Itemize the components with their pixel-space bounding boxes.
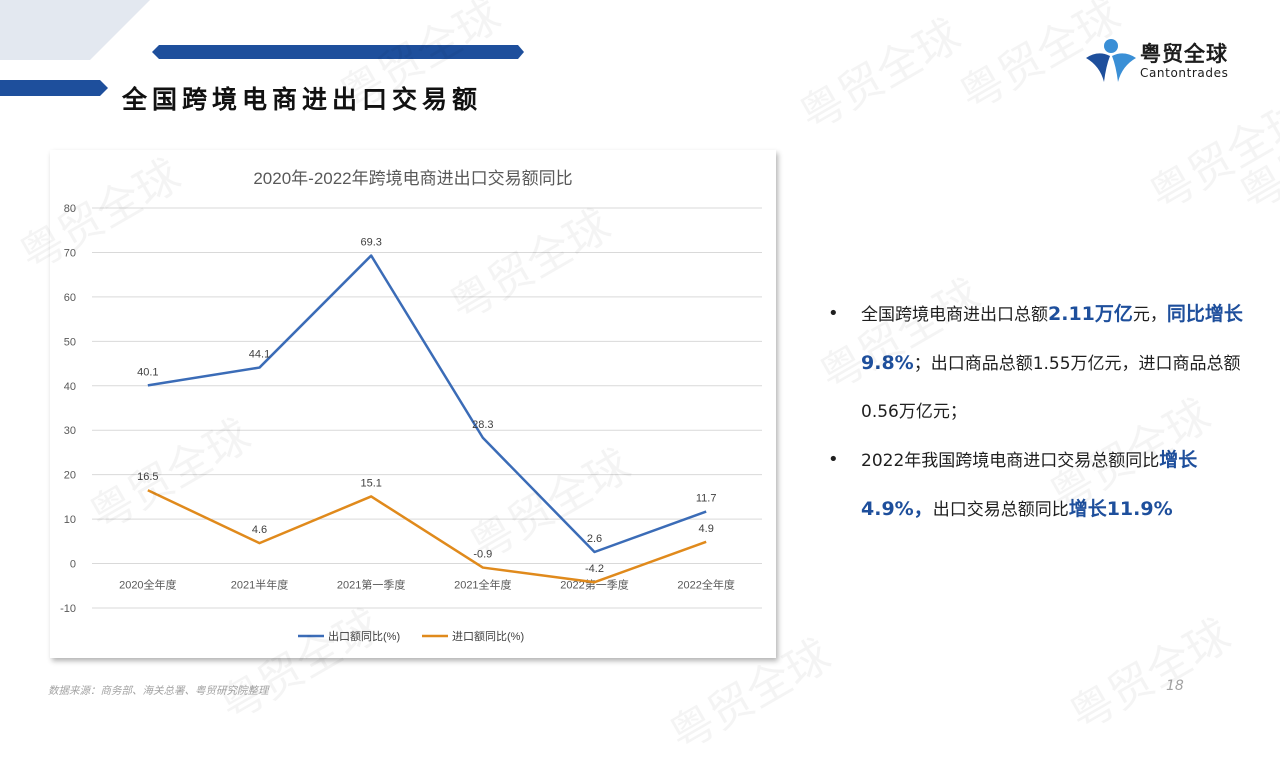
- highlight-text: 同比增长9.8%: [861, 303, 1243, 374]
- watermark-text: 粤贸全球: [1136, 80, 1280, 223]
- bullet-dot-icon: •: [828, 303, 839, 324]
- y-tick-label: 40: [64, 381, 76, 393]
- data-label: 2.6: [587, 533, 602, 545]
- highlight-text: 增长4.9%，: [861, 449, 1198, 520]
- bullet-text: 元，: [1132, 305, 1167, 325]
- data-label: -4.2: [585, 563, 604, 575]
- x-tick-label: 2020全年度: [119, 578, 176, 592]
- y-tick-label: 50: [64, 336, 76, 348]
- x-tick-label: 2021第一季度: [337, 578, 405, 592]
- data-label: -0.9: [473, 549, 492, 561]
- bullet-text: ；出口商品总额1.55万亿元，进口商品总额0.56万亿元；: [861, 354, 1241, 422]
- highlight-text: 增长11.9%: [1068, 498, 1173, 520]
- chart-card: 2020年-2022年跨境电商进出口交易额同比 -10 0 10 20 30 40 50 60…: [50, 150, 776, 658]
- summary-bullets: • 全国跨境电商进出口总额2.11万亿元，同比增长9.8%；出口商品总额1.55万…: [826, 290, 1246, 534]
- chart-legend: 出口额同比(%) 进口额同比(%): [298, 629, 524, 643]
- y-axis-ticks: -10 0 10 20 30 40 50 60 70 80: [60, 203, 76, 615]
- data-label: 69.3: [360, 237, 381, 249]
- data-source-note: 数据来源：商务部、海关总署、粤贸研究院整理: [48, 685, 269, 697]
- cantontrades-logo: 粤贸全球 Cantontrades: [1084, 36, 1244, 86]
- bullet-text: 2022年我国跨境电商进口交易总额同比: [861, 451, 1160, 471]
- corner-decoration: [0, 0, 150, 60]
- bullet-text: 全国跨境电商进出口总额: [861, 305, 1048, 325]
- y-tick-label: 0: [70, 559, 76, 571]
- series-lines: [147, 254, 707, 584]
- legend-label: 进口额同比(%): [452, 630, 524, 643]
- data-label: 4.6: [252, 524, 267, 536]
- page-title: 全国跨境电商进出口交易额: [122, 85, 483, 114]
- x-tick-label: 2022全年度: [677, 578, 734, 592]
- logo-name-en: Cantontrades: [1140, 66, 1229, 80]
- logo-name-cn: 粤贸全球: [1140, 42, 1228, 66]
- header-accent-bar: [152, 45, 524, 59]
- line-chart: 2020年-2022年跨境电商进出口交易额同比 -10 0 10 20 30 40 50 60…: [60, 169, 762, 643]
- watermark-text: 粤贸全球: [1056, 600, 1240, 743]
- logo-mark-icon: [1086, 39, 1136, 82]
- bullet-item: • 2022年我国跨境电商进口交易总额同比增长4.9%，出口交易总额同比增长11.…: [826, 436, 1246, 534]
- data-label: 11.7: [696, 493, 717, 505]
- y-tick-label: 30: [64, 425, 76, 437]
- data-label: 44.1: [249, 349, 270, 361]
- watermark-text: 粤贸全球: [786, 0, 970, 143]
- legend-label: 出口额同比(%): [328, 629, 400, 643]
- y-tick-label: 70: [64, 247, 76, 259]
- data-label: 28.3: [472, 419, 493, 431]
- grid-lines: [92, 207, 762, 609]
- y-tick-label: 20: [64, 470, 76, 482]
- watermark-text: 粤贸全球: [1226, 80, 1280, 223]
- data-label: 16.5: [137, 471, 158, 483]
- title-accent-bar: [0, 80, 108, 96]
- series-line-export: [147, 254, 707, 554]
- bullet-item: • 全国跨境电商进出口总额2.11万亿元，同比增长9.8%；出口商品总额1.55万…: [826, 290, 1246, 436]
- y-tick-label: 80: [64, 203, 76, 215]
- chart-title: 2020年-2022年跨境电商进出口交易额同比: [253, 169, 572, 188]
- data-labels: 40.1 44.1 69.3 28.3 2.6 11.7 16.5 4.6 15.1 -0.9 -4…: [137, 237, 716, 576]
- y-tick-label: 10: [64, 514, 76, 526]
- y-tick-label: 60: [64, 292, 76, 304]
- series-line-import: [147, 489, 707, 584]
- page-number: 18: [1166, 678, 1184, 694]
- x-axis-ticks: 2020全年度 2021半年度 2021第一季度 2021全年度 2022第一季度 202…: [119, 578, 735, 592]
- data-label: 15.1: [360, 477, 381, 489]
- x-tick-label: 2021全年度: [454, 578, 511, 592]
- bullet-text: 出口交易总额同比: [932, 500, 1069, 520]
- x-tick-label: 2021半年度: [231, 578, 288, 592]
- highlight-text: 2.11万亿: [1048, 303, 1133, 325]
- y-tick-label: -10: [60, 603, 76, 615]
- data-label: 4.9: [699, 523, 714, 535]
- bullet-dot-icon: •: [828, 449, 839, 470]
- data-label: 40.1: [137, 366, 158, 378]
